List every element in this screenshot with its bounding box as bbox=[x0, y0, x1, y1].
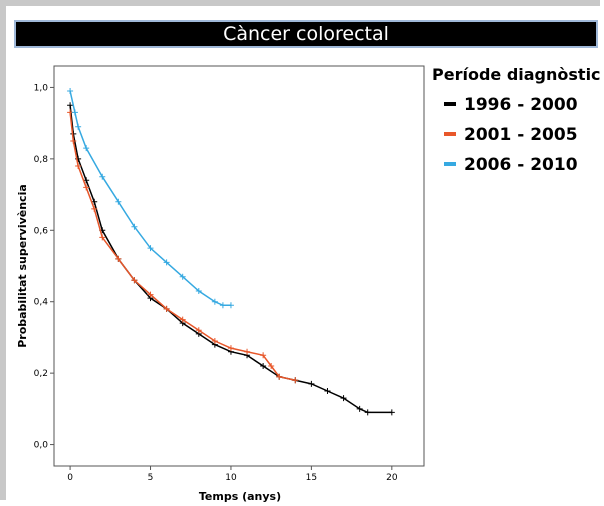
censor-mark bbox=[71, 109, 78, 116]
censor-mark bbox=[260, 352, 267, 359]
censor-mark bbox=[147, 245, 154, 252]
y-tick-label: 0,4 bbox=[34, 298, 49, 308]
legend-label: 2001 - 2005 bbox=[464, 125, 578, 145]
censor-mark bbox=[147, 291, 154, 298]
censor-mark bbox=[83, 145, 90, 152]
censor-mark bbox=[268, 363, 275, 369]
plot-area bbox=[53, 65, 425, 467]
censor-mark bbox=[195, 327, 202, 334]
censor-mark bbox=[115, 198, 122, 205]
y-tick-label: 0,2 bbox=[34, 369, 48, 379]
censor-mark bbox=[99, 173, 106, 180]
censor-mark bbox=[179, 273, 186, 280]
y-tick-label: 0,8 bbox=[34, 155, 49, 165]
censor-mark bbox=[356, 405, 363, 412]
y-tick-label: 1,0 bbox=[34, 83, 49, 93]
censor-mark bbox=[276, 373, 283, 380]
legend-label: 2006 - 2010 bbox=[464, 155, 578, 175]
x-axis-label: Temps (anys) bbox=[199, 490, 281, 503]
censor-mark bbox=[308, 380, 315, 387]
chart-title: Càncer colorectal bbox=[14, 20, 598, 48]
x-tick-label: 5 bbox=[148, 473, 154, 483]
censor-mark bbox=[91, 205, 98, 212]
y-axis-label: Probabilitat supervivència bbox=[16, 184, 29, 348]
censor-mark bbox=[163, 305, 170, 312]
censor-mark bbox=[219, 302, 226, 309]
x-tick-label: 15 bbox=[306, 473, 317, 483]
censor-mark bbox=[244, 348, 251, 355]
x-tick-label: 20 bbox=[386, 473, 398, 483]
survival-line bbox=[69, 105, 392, 414]
censor-mark bbox=[340, 395, 347, 402]
censor-mark bbox=[324, 388, 331, 394]
censor-mark bbox=[75, 123, 82, 130]
censor-mark bbox=[211, 298, 218, 305]
censor-mark bbox=[260, 363, 267, 369]
y-tick-label: 0,0 bbox=[34, 441, 49, 451]
y-tick-label: 0,6 bbox=[34, 226, 49, 236]
legend-title: Període diagnòstic bbox=[432, 65, 601, 84]
censor-mark bbox=[131, 223, 138, 230]
censor-mark bbox=[67, 102, 74, 109]
x-tick-label: 10 bbox=[225, 473, 237, 483]
censor-mark bbox=[227, 345, 234, 352]
censor-mark bbox=[211, 338, 218, 344]
censor-mark bbox=[195, 288, 202, 294]
censor-mark bbox=[67, 88, 74, 94]
censor-mark bbox=[179, 316, 186, 323]
legend-label: 1996 - 2000 bbox=[464, 95, 578, 115]
censor-mark bbox=[388, 409, 395, 416]
censor-mark bbox=[131, 277, 138, 284]
survival-line bbox=[69, 90, 231, 307]
x-tick-label: 0 bbox=[67, 473, 73, 483]
censor-mark bbox=[227, 302, 234, 309]
censor-mark bbox=[75, 163, 82, 169]
censor-mark bbox=[99, 234, 106, 241]
censor-mark bbox=[364, 409, 371, 416]
censor-mark bbox=[70, 138, 77, 144]
censor-mark bbox=[163, 259, 170, 266]
censor-mark bbox=[292, 377, 299, 384]
censor-mark bbox=[115, 255, 122, 262]
censor-mark bbox=[83, 184, 90, 191]
